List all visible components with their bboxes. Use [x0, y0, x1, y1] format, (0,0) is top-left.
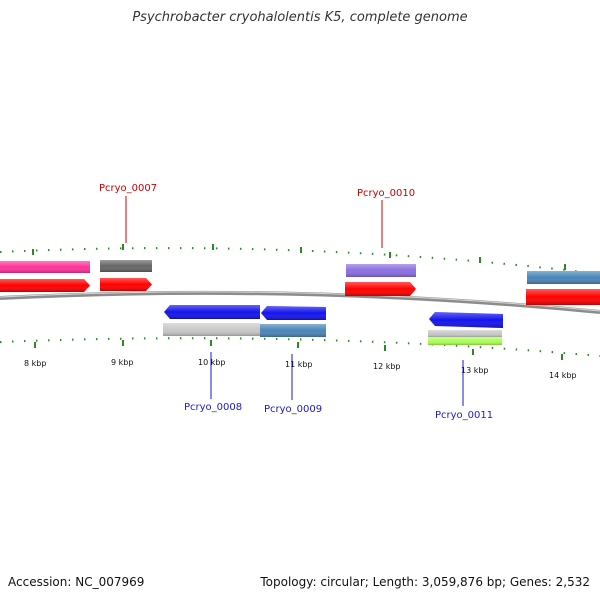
gene-block-magenta[interactable] [0, 261, 90, 273]
lower-tick-ring [0, 337, 600, 357]
gene-block-pcryo-0011-green[interactable] [428, 337, 502, 345]
gene-block-steelblue-right[interactable] [527, 271, 600, 284]
upper-major-ticks [32, 244, 566, 270]
cds-arrow-pcryo-0007[interactable] [100, 278, 152, 291]
cds-arrow-pcryo-0011[interactable] [429, 312, 503, 328]
cds-arrow-pcryo-0008[interactable] [164, 305, 260, 319]
tick-label-13kbp: 13 kbp [461, 366, 489, 375]
gene-label-pcryo-0008[interactable]: Pcryo_0008 [184, 402, 242, 413]
tick-label-9kbp: 9 kbp [111, 358, 133, 367]
gene-block-pcryo-0010[interactable] [346, 264, 416, 277]
gene-label-pcryo-0007[interactable]: Pcryo_0007 [99, 183, 157, 194]
gene-label-pcryo-0011[interactable]: Pcryo_0011 [435, 410, 493, 421]
accession-text: Accession: NC_007969 [8, 575, 145, 589]
genome-backbone-highlight [0, 291, 600, 312]
tick-label-11kbp: 11 kbp [285, 360, 313, 369]
gene-label-pcryo-0009[interactable]: Pcryo_0009 [264, 404, 322, 415]
cds-arrow-forward-1[interactable] [0, 279, 90, 292]
gene-block-pcryo-0011-gray[interactable] [428, 330, 502, 337]
cds-arrow-pcryo-0010[interactable] [345, 282, 416, 296]
tick-label-8kbp: 8 kbp [24, 359, 46, 368]
tick-label-14kbp: 14 kbp [549, 371, 577, 380]
gene-label-pcryo-0010[interactable]: Pcryo_0010 [357, 188, 415, 199]
tick-label-12kbp: 12 kbp [373, 362, 401, 371]
gene-block-pcryo-0008[interactable] [163, 323, 260, 336]
map-title: Psychrobacter cryohalolentis K5, complet… [132, 10, 468, 25]
cds-arrow-pcryo-0009[interactable] [261, 306, 326, 320]
lower-major-ticks [34, 340, 563, 360]
gene-block-pcryo-0007[interactable] [100, 260, 152, 272]
genome-summary-text: Topology: circular; Length: 3,059,876 bp… [260, 575, 590, 589]
gene-block-pcryo-0009[interactable] [260, 324, 326, 337]
cds-arrow-forward-right[interactable] [526, 289, 600, 305]
genome-backbone [0, 290, 600, 314]
tick-label-10kbp: 10 kbp [198, 358, 226, 367]
